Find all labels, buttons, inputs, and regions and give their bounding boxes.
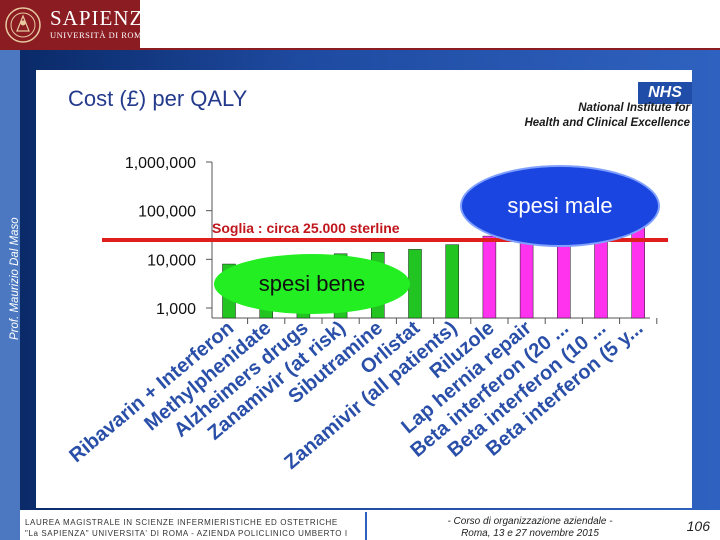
well-spent-label: spesi bene — [258, 271, 366, 296]
bar — [408, 249, 422, 319]
bar — [445, 244, 459, 319]
course-line-1: LAUREA MAGISTRALE IN SCIENZE INFERMIERIS… — [25, 518, 338, 527]
university-name: SAPIENZA — [50, 6, 160, 30]
y-tick-label: 1,000,000 — [125, 155, 196, 172]
page-number: 106 — [686, 518, 710, 534]
event-info: - Corso di organizzazione aziendale - Ro… — [410, 516, 650, 540]
badly-spent-label: spesi male — [507, 193, 613, 218]
well-spent-bubble: spesi bene — [214, 254, 410, 314]
badly-spent-bubble: spesi male — [460, 165, 660, 247]
header-divider — [140, 48, 720, 50]
course-line-2: "La SAPIENZA" UNIVERSITA' DI ROMA - AZIE… — [25, 529, 348, 538]
event-line-1: - Corso di organizzazione aziendale - — [447, 516, 613, 527]
threshold-label: Soglia : circa 25.000 sterline — [212, 220, 400, 236]
footer-divider — [365, 512, 367, 540]
university-logo: SAPIENZA UNIVERSITÀ DI ROMA — [0, 0, 159, 50]
university-crest-icon — [5, 7, 41, 43]
university-subtitle: UNIVERSITÀ DI ROMA — [50, 30, 149, 40]
side-band — [0, 50, 20, 540]
chart-title: Cost (£) per QALY — [68, 86, 248, 111]
nice-name-line1: National Institute for — [578, 102, 690, 114]
y-tick-label: 1,000 — [156, 301, 196, 318]
y-tick-label: 10,000 — [147, 252, 196, 269]
course-info: LAUREA MAGISTRALE IN SCIENZE INFERMIERIS… — [25, 517, 365, 539]
event-line-2: Roma, 13 e 27 novembre 2015 — [461, 528, 599, 539]
nice-name-line2: Health and Clinical Excellence — [524, 117, 690, 129]
y-tick-label: 100,000 — [138, 204, 196, 221]
nhs-logo: NHS — [638, 82, 692, 104]
bar — [482, 235, 497, 319]
